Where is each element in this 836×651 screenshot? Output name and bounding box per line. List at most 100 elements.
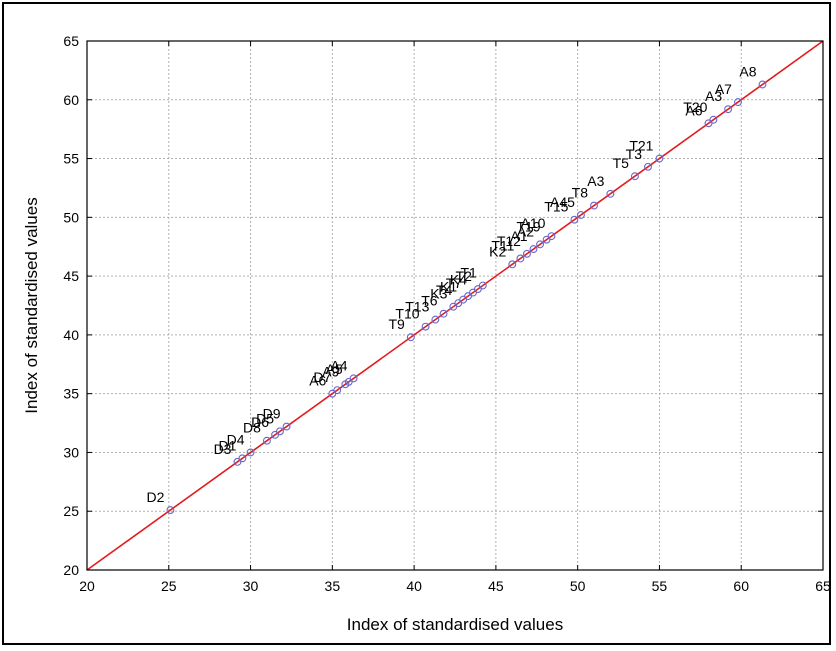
point-labels-group: D2D3D1D4D8D6D5D9A6D7A9A5A4T9T10T13T6K3T4… [147,63,757,505]
point-label: A3 [587,173,604,189]
point-label: A3 [705,88,722,104]
point-label: T20 [683,99,707,115]
data-point [282,422,291,431]
y-tick-labels: 20 25 30 35 40 45 50 55 60 65 [63,33,79,578]
point-label: T9 [388,316,405,332]
point-label: A2 [517,223,534,239]
point-label: D8 [243,420,261,436]
y-tick-label: 25 [63,503,79,519]
fit-line-group [86,40,824,571]
point-label: A6 [685,102,702,118]
point-label: T4 [436,282,453,298]
point-label: A1 [510,228,527,244]
data-point [439,309,448,318]
point-label: D4 [227,431,245,447]
x-tick-labels: 20 25 30 35 40 45 50 55 60 65 [79,578,831,594]
point-label: T19 [516,219,540,235]
data-point [262,436,271,445]
point-label: T12 [497,233,521,249]
y-axis-title: Index of standardised values [22,197,41,413]
data-point [516,254,525,263]
x-tick-label: 60 [733,578,749,594]
point-label: T8 [572,185,589,201]
point-label: T1 [460,265,477,281]
x-axis-title: Index of standardised values [347,615,563,634]
point-label: T2 [456,268,473,284]
y-tick-label: 65 [63,33,79,49]
point-label: D9 [263,406,281,422]
point-label: K1 [440,279,457,295]
data-point [547,232,556,241]
point-label: A8 [739,63,756,79]
point-label: A7 [715,81,732,97]
data-point [570,215,579,224]
y-tick-label: 45 [63,268,79,284]
data-point [238,454,247,463]
point-label: T10 [395,306,419,322]
point-label: T5 [613,155,630,171]
y-tick-label: 55 [63,151,79,167]
data-point [523,249,531,258]
data-point [758,80,767,89]
point-label: D6 [251,414,269,430]
point-label: D2 [147,489,165,505]
data-point [421,322,430,331]
data-point [655,154,664,163]
data-point [644,162,652,171]
point-label: A5 [326,361,343,377]
point-label: D1 [218,437,236,453]
point-label: A9 [322,363,339,379]
data-point [478,281,487,290]
data-point [431,315,440,324]
x-tick-label: 25 [161,578,177,594]
x-tick-label: 40 [406,578,422,594]
grid [86,40,824,571]
point-label: A4 [330,357,347,373]
data-point [734,98,742,107]
point-label: T6 [421,293,438,309]
data-point [333,386,342,395]
y-tick-label: 35 [63,386,79,402]
x-tick-label: 35 [325,578,341,594]
y-tick-label: 30 [63,444,79,460]
x-tick-label: 50 [570,578,586,594]
data-point [590,201,598,210]
y-tick-label: 20 [63,562,79,578]
x-tick-label: 45 [488,578,504,594]
point-label: K3 [430,286,447,302]
data-point [276,427,284,436]
data-point [630,172,639,181]
point-label: T3 [626,146,643,162]
point-label: T11 [491,237,514,253]
data-point [576,211,585,219]
y-tick-label: 50 [63,209,79,225]
point-label: T15 [544,199,568,215]
data-point [246,448,255,457]
data-point [724,105,733,114]
point-label: A10 [521,215,546,231]
point-label: K4 [450,272,467,288]
x-tick-label: 65 [815,578,831,594]
x-tick-label: 30 [243,578,259,594]
points-group [166,80,767,514]
point-label: K2 [489,243,506,259]
point-label: T13 [405,299,429,315]
fit-line [86,40,824,571]
plot-border [86,40,824,571]
point-label: D7 [313,369,331,385]
data-point [166,506,175,514]
x-tick-label: 20 [79,578,95,594]
point-label: A45 [550,194,575,210]
point-label: D5 [256,410,274,426]
data-point [529,245,538,254]
data-point [349,374,358,383]
chart-frame: D2 D3 D1 D4 D8 D6 D5 D9 A6 D7 A9 A5 A4 T9 T10 T13 T6 K3 T4… [2,2,831,645]
point-label: T21 [629,138,653,154]
data-point [536,240,544,249]
data-point [606,189,615,198]
scatter-chart: D2D3D1D4D8D6D5D9A6D7A9A5A4T9T10T13T6K3T4… [22,33,831,634]
point-label: T7 [446,275,463,291]
data-point [508,260,517,269]
point-label: A6 [309,373,326,389]
x-tick-label: 55 [652,578,668,594]
